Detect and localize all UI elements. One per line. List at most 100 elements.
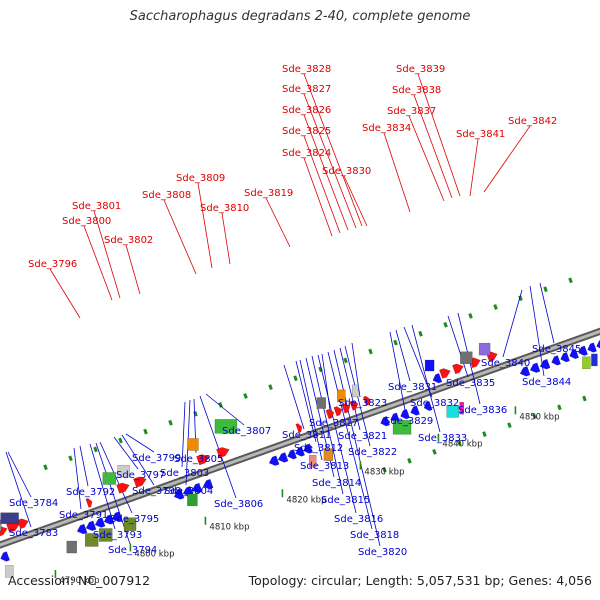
genome-backbone bbox=[0, 327, 600, 549]
leader-line bbox=[333, 349, 381, 547]
gene-label: Sde_3791 bbox=[59, 510, 108, 521]
gene-box bbox=[308, 455, 317, 468]
leader-line bbox=[383, 132, 411, 213]
gene-arrow bbox=[587, 342, 597, 353]
scale-ticks: 4790 kbp 4800 kbp 4810 kbp 4820 kbp 4830 kbp… bbox=[54, 406, 559, 586]
gene-label: Sde_3840 bbox=[481, 358, 530, 369]
gene-label: Sde_3839 bbox=[396, 64, 445, 75]
gene-label: Sde_3823 bbox=[338, 398, 387, 409]
scale-tick-label: 4810 kbp bbox=[209, 523, 249, 533]
track-dot bbox=[532, 413, 537, 420]
leader-line bbox=[73, 447, 82, 510]
track-dot bbox=[368, 348, 373, 355]
gene-arrow bbox=[519, 366, 531, 377]
gene-box bbox=[582, 356, 591, 370]
scale-tick-label: 4850 kbp bbox=[519, 412, 559, 422]
gene-label: Sde_3797 bbox=[116, 470, 165, 481]
gene-label: Sde_3809 bbox=[176, 173, 225, 184]
gene-arrow bbox=[325, 409, 335, 420]
track-dot bbox=[418, 330, 423, 337]
gene-label: Sde_3801 bbox=[72, 201, 121, 212]
track-dot bbox=[568, 277, 573, 284]
gene-box bbox=[187, 438, 199, 451]
gene-arrow bbox=[295, 446, 305, 457]
track-dot bbox=[468, 313, 473, 319]
leader-line bbox=[163, 199, 197, 275]
gene-arrow bbox=[439, 368, 451, 379]
track-dot bbox=[168, 419, 173, 426]
genome-title: Saccharophagus degradans 2-40, complete … bbox=[129, 9, 471, 24]
gene-label: Sde_3834 bbox=[362, 123, 411, 134]
gene-labels: Sde_3796 Sde_3800 Sde_3801 Sde_3802 Sde_3808… bbox=[9, 64, 581, 558]
gene-box bbox=[352, 384, 359, 398]
gene-label: Sde_3827 bbox=[282, 84, 331, 95]
gene-label: Sde_3844 bbox=[522, 377, 571, 388]
track-dot bbox=[543, 286, 548, 293]
gene-arrow bbox=[380, 416, 390, 427]
gene-label: Sde_3813 bbox=[300, 461, 349, 472]
leader-line bbox=[79, 445, 89, 487]
scale-tick-label: 4830 kbp bbox=[364, 468, 404, 478]
gene-arrow bbox=[133, 476, 147, 488]
gene-box bbox=[5, 565, 14, 578]
leader-line bbox=[303, 114, 349, 231]
gene-box bbox=[117, 465, 130, 478]
gene-label: Sde_3796 bbox=[28, 259, 77, 270]
gene-label: Sde_3820 bbox=[358, 547, 407, 558]
gene-arrow bbox=[349, 400, 359, 411]
gene-box bbox=[460, 351, 473, 365]
gene-box bbox=[102, 472, 117, 485]
leader-line bbox=[99, 441, 133, 514]
track-dot bbox=[407, 457, 412, 464]
leader-line bbox=[197, 182, 213, 269]
gene-box bbox=[424, 359, 435, 372]
gene-box bbox=[98, 528, 113, 542]
leader-line bbox=[408, 115, 445, 202]
leader-line bbox=[417, 73, 461, 197]
track-dot bbox=[243, 393, 248, 399]
leader-line bbox=[327, 351, 373, 530]
leader-line bbox=[205, 393, 245, 426]
gene-label: Sde_3821 bbox=[338, 431, 387, 442]
gene-arrow bbox=[0, 551, 10, 562]
gene-arrow bbox=[277, 452, 289, 463]
leader-line bbox=[502, 289, 523, 358]
gene-label: Sde_3837 bbox=[387, 106, 436, 117]
track-dot bbox=[193, 410, 198, 417]
gene-label: Sde_3802 bbox=[104, 235, 153, 246]
track-dot bbox=[93, 446, 98, 453]
leader-line bbox=[529, 285, 545, 377]
gene-label: Sde_3805 bbox=[174, 454, 223, 465]
gene-box bbox=[123, 517, 137, 531]
backbone-line bbox=[0, 329, 600, 547]
gene-arrow bbox=[560, 351, 570, 363]
leader-line bbox=[411, 324, 441, 433]
scale-tick-label: 4840 kbp bbox=[442, 440, 482, 450]
gene-label: Sde_3831 bbox=[388, 382, 437, 393]
gene-arrow bbox=[569, 348, 579, 360]
gene-arrow bbox=[85, 498, 93, 508]
gene-label: Sde_3830 bbox=[322, 166, 371, 177]
gene-label: Sde_3793 bbox=[93, 530, 142, 541]
gene-arrow bbox=[85, 520, 97, 531]
gene-arrow bbox=[17, 518, 29, 530]
leader-line bbox=[343, 175, 368, 227]
track-dot bbox=[293, 375, 298, 382]
gene-box bbox=[187, 493, 198, 507]
gene-arrow bbox=[173, 489, 185, 500]
gene-arrow bbox=[551, 355, 561, 366]
gene-label: Sde_3784 bbox=[9, 498, 58, 509]
track-dot bbox=[43, 464, 48, 471]
leader-line bbox=[317, 354, 357, 514]
gene-box bbox=[214, 419, 238, 434]
track-dot bbox=[432, 449, 437, 455]
scale-tick-label: 4800 kbp bbox=[134, 549, 174, 559]
scale-tick-label: 4790 kbp bbox=[59, 576, 99, 586]
gene-arrow bbox=[578, 345, 588, 356]
gene-arrow bbox=[452, 363, 464, 375]
gene-label: Sde_3818 bbox=[350, 530, 399, 541]
gene-label: Sde_3783 bbox=[9, 528, 58, 539]
leader-line bbox=[483, 125, 531, 193]
label-leader-lines bbox=[5, 73, 555, 547]
